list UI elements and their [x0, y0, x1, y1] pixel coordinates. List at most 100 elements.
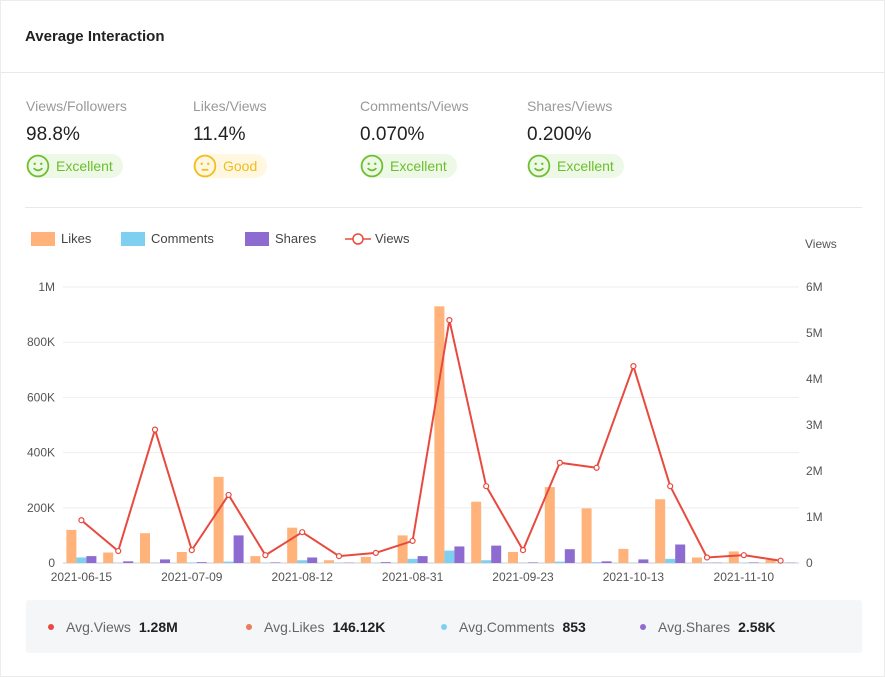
- shares-bar: [233, 535, 244, 563]
- likes-bar: [324, 560, 334, 563]
- right-tick-label: 3M: [806, 418, 823, 432]
- views-point: [593, 464, 600, 471]
- left-tick-label: 400K: [27, 446, 55, 460]
- summary-value: 1.28M: [138, 619, 178, 635]
- left-tick-label: 1M: [38, 280, 55, 294]
- line-marker-icon: [345, 232, 371, 245]
- comments-bar: [665, 558, 676, 563]
- metric-value: 0.070%: [360, 124, 425, 145]
- shares-bar: [417, 556, 428, 563]
- likes-bar: [618, 548, 629, 563]
- views-point: [483, 483, 490, 490]
- right-axis-title: Views: [805, 237, 837, 251]
- shares-bar: [123, 561, 134, 563]
- right-tick-label: 1M: [806, 510, 823, 524]
- summary-item: Avg.Shares 2.58K: [640, 619, 775, 635]
- comments-bar: [702, 562, 712, 563]
- views-point: [335, 552, 343, 560]
- legend-label: Shares: [275, 231, 317, 246]
- section-divider: [25, 207, 862, 208]
- legend-shares[interactable]: Shares: [245, 231, 316, 246]
- shares-bar: [160, 559, 170, 563]
- legend-swatch: [31, 231, 55, 246]
- summary-value: 146.12K: [332, 619, 386, 635]
- dot-icon: [48, 624, 54, 630]
- summary-label: Avg.Shares: [658, 619, 731, 635]
- likes-bar: [287, 527, 298, 563]
- x-tick-label: 2021-10-13: [603, 570, 665, 584]
- shares-bar: [748, 562, 759, 563]
- likes-bar: [692, 557, 702, 563]
- likes-bar: [250, 556, 261, 563]
- shares-bar: [454, 546, 465, 563]
- likes-bar: [434, 306, 445, 563]
- legend-comments[interactable]: Comments: [121, 231, 214, 246]
- legend-swatch: [245, 231, 269, 246]
- right-tick-label: 0: [806, 556, 813, 570]
- right-tick-label: 5M: [806, 326, 823, 340]
- left-tick-label: 800K: [27, 335, 55, 349]
- rating-badge: Excellent: [26, 154, 123, 178]
- views-point: [372, 549, 379, 556]
- metric-label: Shares/Views: [527, 98, 613, 114]
- comments-bar: [444, 550, 455, 563]
- metric-3: Shares/Views 0.200% Excellent: [527, 98, 624, 183]
- rating-badge: Good: [193, 154, 268, 178]
- comments-bar: [223, 561, 234, 563]
- views-point: [299, 529, 306, 536]
- legend-label: Comments: [151, 231, 214, 246]
- x-tick-label: 2021-06-15: [51, 570, 113, 584]
- legend-likes[interactable]: Likes: [31, 231, 91, 246]
- views-point: [556, 459, 563, 466]
- dot-icon: [640, 624, 646, 630]
- x-tick-label: 2021-07-09: [161, 570, 223, 584]
- metric-value: 0.200%: [527, 124, 592, 145]
- metric-2: Comments/Views 0.070% Excellent: [360, 98, 469, 183]
- views-point: [225, 491, 232, 499]
- shares-bar: [86, 556, 97, 563]
- comments-bar: [297, 560, 308, 563]
- x-tick-label: 2021-11-10: [714, 570, 775, 584]
- likes-bar: [176, 551, 187, 563]
- right-tick-label: 6M: [806, 280, 823, 294]
- comments-bar: [76, 557, 87, 563]
- metric-label: Comments/Views: [360, 98, 469, 114]
- likes-bar: [66, 529, 77, 563]
- legend-label: Likes: [61, 231, 92, 246]
- x-tick-label: 2021-09-23: [492, 570, 554, 584]
- views-point: [115, 547, 122, 555]
- left-tick-label: 0: [48, 556, 55, 570]
- dot-icon: [441, 624, 447, 630]
- views-point: [151, 426, 159, 433]
- legend-views[interactable]: Views: [345, 231, 409, 246]
- likes-bar: [103, 552, 114, 563]
- shares-bar: [270, 562, 281, 563]
- left-tick-label: 200K: [27, 501, 55, 515]
- shares-bar: [307, 557, 318, 563]
- views-point: [409, 537, 416, 545]
- summary-item: Avg.Likes 146.12K: [246, 619, 385, 635]
- shares-bar: [528, 562, 538, 563]
- metric-label: Views/Followers: [26, 98, 127, 114]
- right-tick-label: 2M: [806, 464, 823, 478]
- summary-label: Avg.Comments: [459, 619, 555, 635]
- right-tick-label: 4M: [806, 372, 823, 386]
- views-line: [80, 319, 781, 562]
- views-point: [519, 547, 527, 554]
- shares-bar: [491, 545, 502, 563]
- likes-bar: [765, 559, 776, 563]
- summary-item: Avg.Views 1.28M: [48, 619, 178, 635]
- likes-bar: [728, 551, 739, 563]
- views-point: [630, 363, 637, 370]
- rating-label: Good: [223, 158, 258, 174]
- likes-bar: [581, 508, 592, 563]
- metric-0: Views/Followers 98.8% Excellent: [26, 98, 127, 183]
- rating-badge: Excellent: [527, 154, 624, 178]
- rating-label: Excellent: [557, 158, 614, 174]
- interaction-chart: 0 200K 400K 600K 800K 1M 0 1M 2M 3M 4M 5M 6M Views 202…: [27, 237, 837, 584]
- views-point: [777, 557, 784, 564]
- x-tick-label: 2021-08-31: [382, 570, 444, 584]
- metric-value: 11.4%: [193, 124, 246, 145]
- left-tick-label: 600K: [27, 390, 55, 404]
